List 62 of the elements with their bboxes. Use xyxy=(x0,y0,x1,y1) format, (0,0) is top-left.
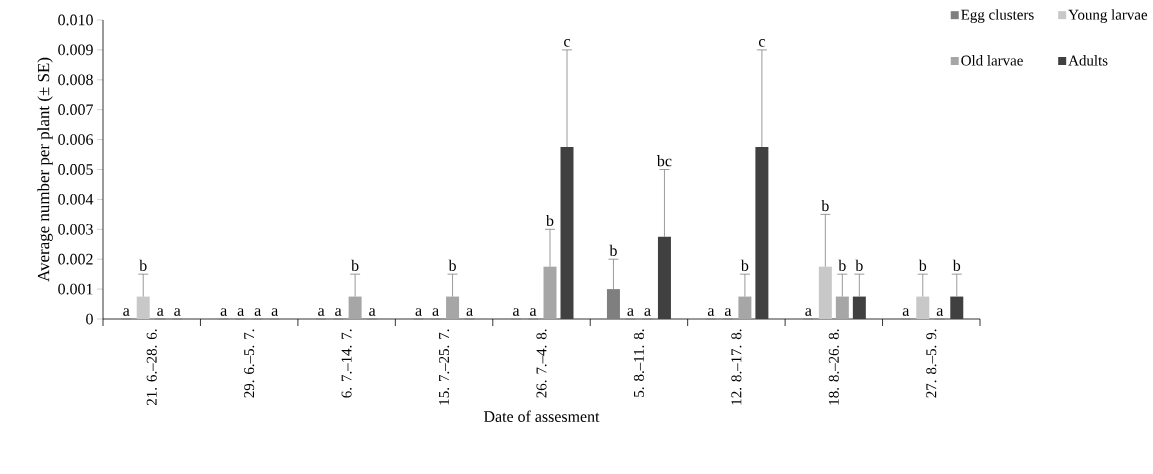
annotation: a xyxy=(335,308,342,316)
annotation: b xyxy=(952,259,961,271)
legend-label: Adults xyxy=(1068,55,1108,66)
y-tick-label: 0.001 xyxy=(58,283,93,295)
annotation: a xyxy=(271,308,278,316)
annotation: c xyxy=(758,39,765,47)
x-tick-label: 27. 8.–5. 9. xyxy=(926,329,937,398)
y-tick-label: 0.007 xyxy=(58,104,94,116)
x-tick-label: 29. 6.–5. 7. xyxy=(244,329,255,398)
y-tick-label: 0.009 xyxy=(58,44,93,56)
annotation: b xyxy=(838,259,846,271)
legend-label: Old larvae xyxy=(961,55,1023,66)
legend-label: Egg clusters xyxy=(961,9,1034,23)
annotation: a xyxy=(513,308,520,316)
annotation: b xyxy=(855,259,863,271)
y-tick-label: 0.006 xyxy=(58,134,94,145)
y-tick-label: 0.002 xyxy=(58,253,93,265)
y-tick-label: 0.004 xyxy=(58,193,94,205)
x-tick-label: 6. 7.–14. 7. xyxy=(341,329,352,398)
annotation: a xyxy=(627,308,634,316)
annotation: b xyxy=(448,259,456,271)
annotation: a xyxy=(254,308,261,316)
annotation: a xyxy=(318,308,325,316)
annotation: b xyxy=(821,199,829,212)
annotation: a xyxy=(123,308,130,316)
x-tick-label: 5. 8.–11. 8. xyxy=(633,329,645,397)
y-axis-title: Average number per plant (± SE) xyxy=(37,57,53,282)
annotation: bc xyxy=(656,155,672,167)
y-tick-label: 0.010 xyxy=(58,14,93,26)
annotation: b xyxy=(740,259,749,271)
annotation: b xyxy=(546,214,554,227)
y-tick-label: 0 xyxy=(86,313,93,325)
annotation: a xyxy=(644,308,651,316)
y-tick-label: 0.003 xyxy=(58,223,93,235)
annotation: a xyxy=(724,308,732,316)
x-tick-label: 15. 7.–25. 7. xyxy=(439,329,450,405)
annotation: a xyxy=(902,308,910,316)
x-tick-label: 18. 8.–26. 8. xyxy=(828,329,839,405)
y-tick-label: 0.008 xyxy=(58,74,93,86)
annotation: b xyxy=(918,259,927,271)
annotation: a xyxy=(805,308,812,316)
annotation: a xyxy=(936,308,944,316)
y-tick-label: 0.005 xyxy=(58,164,93,175)
x-tick-label: 26. 7.–4. 8. xyxy=(536,329,547,398)
annotation: a xyxy=(432,308,439,316)
annotation: a xyxy=(237,308,244,316)
annotation: c xyxy=(564,39,571,47)
annotation: a xyxy=(707,308,715,316)
legend-label: Young larvae xyxy=(1068,9,1148,23)
x-tick-label: 12. 8.–17. 8. xyxy=(731,329,742,405)
annotation: a xyxy=(157,308,164,316)
annotation: a xyxy=(530,308,537,316)
annotation: b xyxy=(351,259,359,271)
annotation: a xyxy=(220,308,227,316)
x-axis-title: Date of assesment xyxy=(483,410,600,422)
annotation: a xyxy=(174,308,181,316)
annotation: a xyxy=(369,308,376,316)
annotation: b xyxy=(139,259,147,271)
annotation: b xyxy=(609,244,617,256)
x-tick-label: 21. 6.–28. 6. xyxy=(146,329,157,406)
annotation: a xyxy=(415,308,422,316)
annotation: a xyxy=(466,308,473,316)
